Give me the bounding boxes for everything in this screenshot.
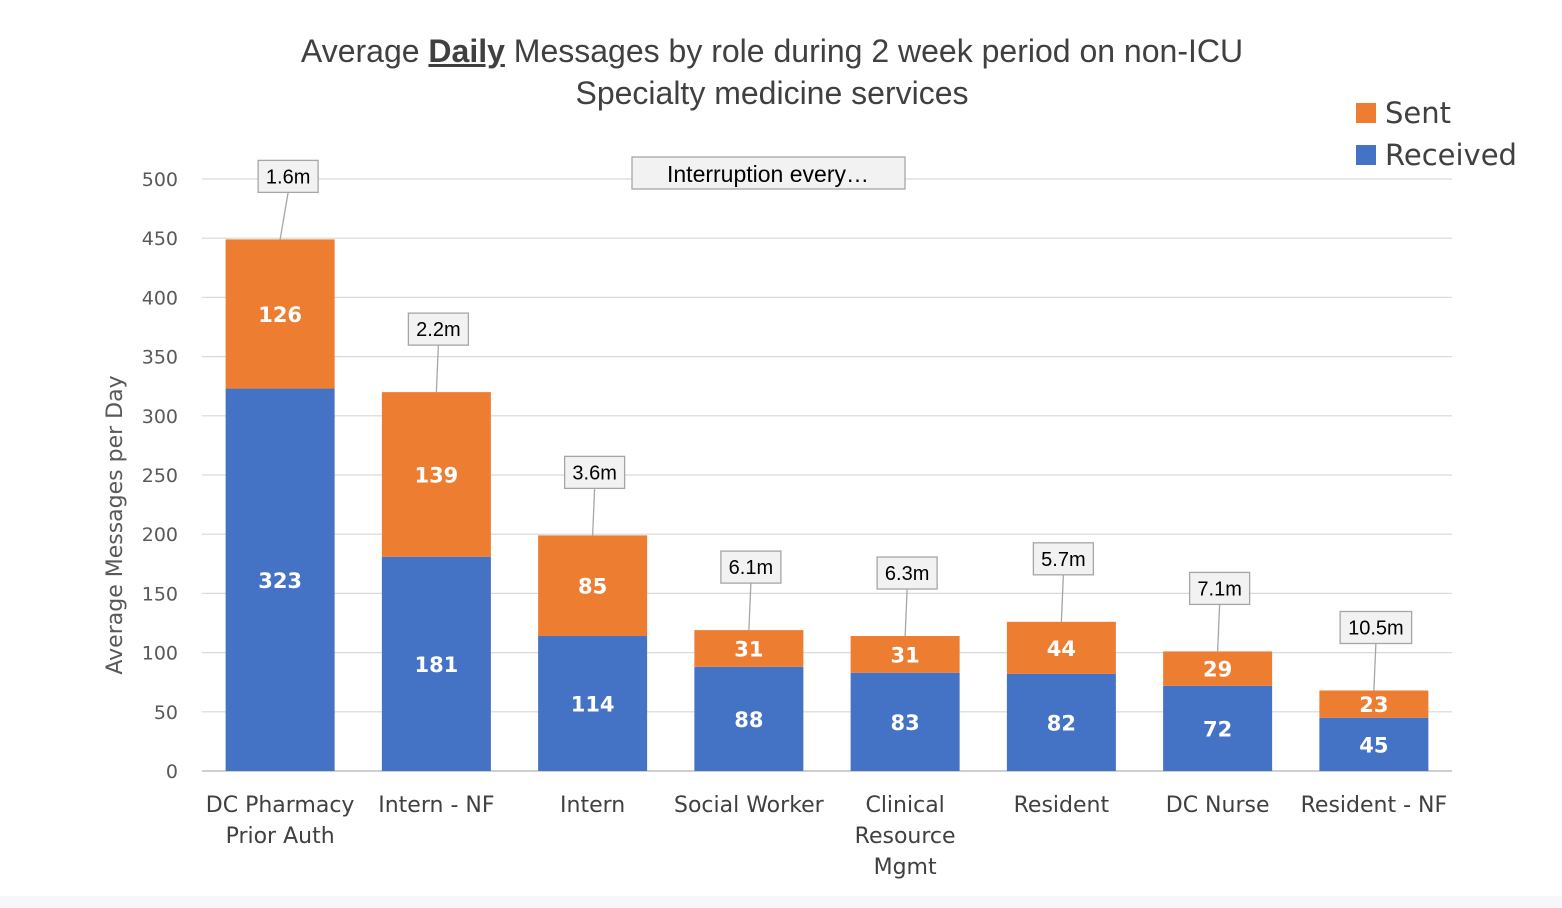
interruption-callout-box xyxy=(1032,542,1095,576)
bar-sent xyxy=(1163,651,1273,686)
legend-swatch-sent xyxy=(1356,103,1376,123)
chart-title-line2: Specialty medicine services xyxy=(575,75,969,111)
interruption-callout-label: 3.6m xyxy=(572,462,616,484)
data-label-received: 83 xyxy=(891,711,920,735)
y-tick-label: 0 xyxy=(166,761,178,783)
data-label-received: 82 xyxy=(1047,711,1076,735)
bar-received xyxy=(381,556,491,771)
y-tick-label: 100 xyxy=(142,643,178,665)
y-tick-label: 450 xyxy=(142,228,178,250)
y-tick-label: 250 xyxy=(142,465,178,487)
callout-leader-line xyxy=(904,588,908,637)
x-category-label: Intern - NF xyxy=(378,793,494,818)
interruption-callout-box xyxy=(876,556,938,590)
interruption-annotation-label: Interruption every… xyxy=(667,161,869,187)
interruption-callout-label: 2.2m xyxy=(416,319,460,341)
y-tick-label: 150 xyxy=(142,583,178,605)
bar-received xyxy=(225,388,335,771)
callout-leader-line xyxy=(1060,574,1065,622)
interruption-callout-box xyxy=(720,550,782,584)
data-label-received: 181 xyxy=(414,653,458,677)
interruption-callout-label: 5.7m xyxy=(1041,549,1085,571)
bar-sent xyxy=(381,392,491,557)
legend-label-sent: Sent xyxy=(1385,96,1452,130)
data-label-received: 114 xyxy=(571,693,615,717)
interruption-callout-label: 7.1m xyxy=(1197,578,1241,600)
data-label-sent: 23 xyxy=(1359,693,1388,717)
data-label-sent: 29 xyxy=(1203,658,1232,682)
legend-item-sent: Sent xyxy=(1356,92,1517,134)
y-axis-title: Average Messages per Day xyxy=(103,375,128,674)
x-category-label: DC Nurse xyxy=(1166,793,1270,818)
callout-leader-line xyxy=(279,192,289,240)
data-label-received: 72 xyxy=(1203,717,1232,741)
bar-received xyxy=(1006,673,1116,771)
interruption-callout-box xyxy=(257,159,319,194)
legend-item-received: Received xyxy=(1356,134,1517,176)
data-label-sent: 139 xyxy=(414,463,458,487)
interruption-callout-box xyxy=(1339,610,1413,645)
x-category-label: Mgmt xyxy=(874,855,937,880)
callout-leader-line xyxy=(1373,643,1377,691)
y-tick-label: 500 xyxy=(142,169,178,191)
data-label-sent: 44 xyxy=(1047,637,1076,661)
interruption-annotation-box xyxy=(631,156,906,190)
chart-title: Average Daily Messages by role during 2 … xyxy=(180,30,1364,114)
bar-received xyxy=(538,636,648,771)
bar-sent xyxy=(850,636,960,673)
data-label-received: 45 xyxy=(1359,733,1388,757)
x-category-label: Clinical xyxy=(865,793,944,818)
y-tick-label: 350 xyxy=(142,347,178,369)
data-label-sent: 85 xyxy=(578,575,607,599)
x-category-label: Resident xyxy=(1014,793,1110,818)
title-emphasis: Daily xyxy=(428,33,505,69)
x-category-label: Prior Auth xyxy=(226,824,335,849)
bar-received xyxy=(694,666,804,771)
data-label-received: 323 xyxy=(258,569,302,593)
interruption-callout-label: 1.6m xyxy=(266,166,310,188)
bar-received xyxy=(1163,685,1273,771)
y-tick-label: 400 xyxy=(142,287,178,309)
callout-leader-line xyxy=(1216,604,1221,652)
y-tick-label: 200 xyxy=(142,524,178,546)
data-label-received: 88 xyxy=(734,708,763,732)
x-category-label: DC Pharmacy xyxy=(206,793,355,818)
interruption-callout-box xyxy=(407,312,470,346)
data-label-sent: 126 xyxy=(258,303,302,327)
y-tick-label: 50 xyxy=(154,702,178,724)
interruption-callout-box xyxy=(563,455,626,490)
title-prefix: Average xyxy=(300,33,429,69)
bar-sent xyxy=(538,535,648,637)
interruption-callout-box xyxy=(1188,571,1251,606)
callout-leader-line xyxy=(591,488,596,536)
x-category-label: Resource xyxy=(855,824,956,849)
y-tick-label: 300 xyxy=(142,406,178,428)
x-category-label: Resident - NF xyxy=(1301,793,1448,818)
bar-sent xyxy=(694,630,804,667)
bar-received xyxy=(1319,717,1429,771)
legend-label-received: Received xyxy=(1385,138,1517,172)
bottom-strip xyxy=(0,896,1562,908)
x-category-label: Intern xyxy=(560,793,625,818)
interruption-callout-label: 6.1m xyxy=(729,557,773,579)
chart-title-line1: Average Daily Messages by role during 2 … xyxy=(180,30,1364,72)
callout-leader-line xyxy=(435,345,440,393)
interruption-callout-label: 6.3m xyxy=(885,563,929,585)
data-label-sent: 31 xyxy=(734,637,763,661)
bar-sent xyxy=(225,239,335,389)
bar-received xyxy=(850,672,960,771)
data-label-sent: 31 xyxy=(891,643,920,667)
legend-swatch-received xyxy=(1356,145,1376,165)
callout-leader-line xyxy=(748,583,752,631)
bar-sent xyxy=(1006,621,1116,674)
interruption-callout-label: 10.5m xyxy=(1348,617,1404,639)
legend: Sent Received xyxy=(1356,92,1517,176)
title-suffix: Messages by role during 2 week period on… xyxy=(504,33,1244,69)
x-category-label: Social Worker xyxy=(674,793,825,818)
bar-sent xyxy=(1319,690,1429,718)
